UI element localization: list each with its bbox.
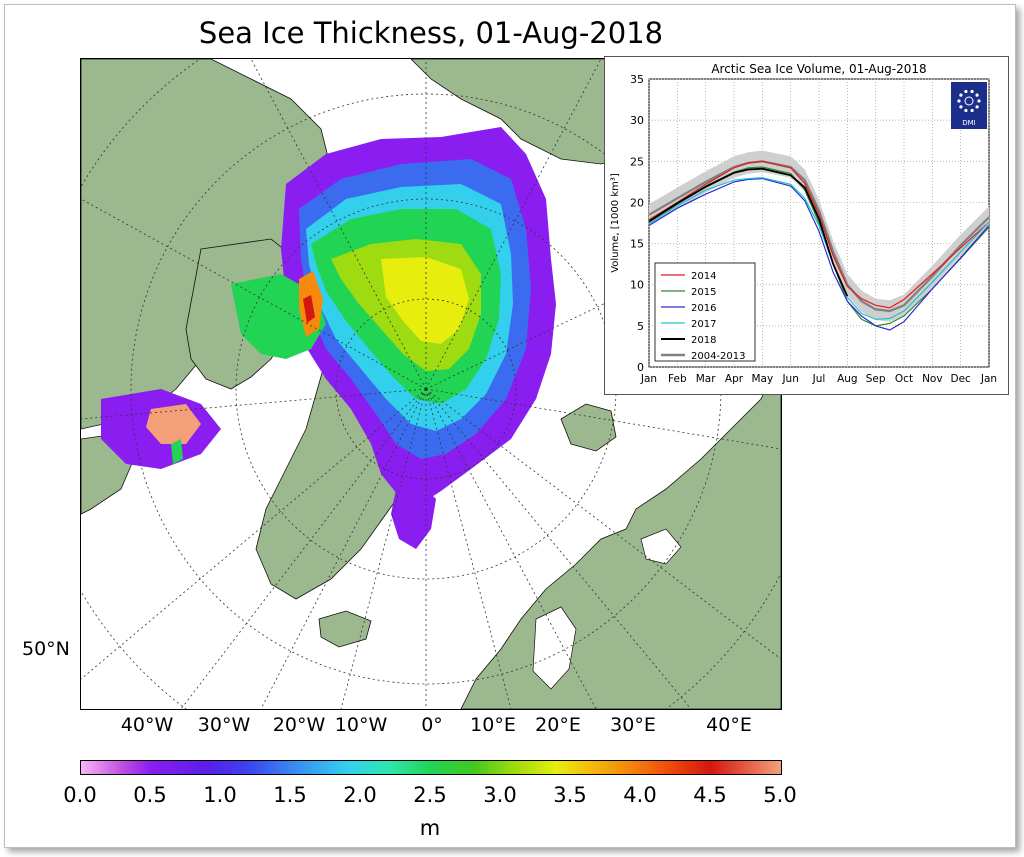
lon-label: 20°E: [535, 714, 581, 736]
x-tick-label: Feb: [668, 373, 687, 385]
colorbar-tick-label: 2.0: [343, 783, 377, 807]
ice-east-green: [171, 439, 183, 464]
sea-ice: [101, 127, 556, 549]
dmi-logo-star: [957, 99, 961, 103]
x-tick-label: Apr: [725, 373, 744, 385]
ice-hudson-orange: [146, 404, 201, 444]
y-tick-label: 0: [637, 361, 644, 374]
lon-label: 30°W: [197, 714, 251, 736]
ocean-baltic: [532, 606, 577, 690]
legend-label-2004-2013: 2004-2013: [691, 351, 746, 362]
x-tick-label: Dec: [951, 373, 972, 385]
y-tick-label: 25: [630, 155, 644, 168]
x-tick-label: Nov: [922, 373, 943, 385]
volume-inset-panel: Arctic Sea Ice Volume, 01-Aug-2018 0 5 10 15…: [604, 56, 1009, 395]
dmi-logo-crown: [964, 96, 974, 106]
colorbar-tick-label: 4.5: [693, 783, 727, 807]
ice-fram-strait: [391, 484, 436, 549]
lon-label: 20°W: [272, 714, 326, 736]
land-iceland: [318, 610, 372, 648]
y-tick-label: 35: [630, 73, 644, 86]
dmi-logo-star: [975, 105, 979, 109]
x-tick-label: Aug: [837, 373, 858, 385]
y-tick-label: 15: [630, 238, 644, 251]
x-tick-label: Sep: [866, 373, 886, 385]
y-tick-label: 5: [637, 320, 644, 333]
dmi-logo-star: [977, 99, 981, 103]
x-tick-label: Jan: [980, 373, 997, 385]
colorbar: [80, 760, 782, 775]
chart-title: Arctic Sea Ice Volume, 01-Aug-2018: [711, 62, 926, 76]
series-line-2014: [648, 160, 990, 309]
legend-box: [654, 262, 756, 362]
colorbar-tick-label: 0.5: [133, 783, 167, 807]
lon-label: 40°W: [120, 714, 174, 736]
legend-label-2014: 2014: [691, 271, 716, 282]
colorbar-tick-label: 2.5: [413, 783, 447, 807]
colorbar-tick-label: 3.0: [483, 783, 517, 807]
dmi-logo-star: [964, 89, 968, 94]
colorbar-tick-label: 4.0: [623, 783, 657, 807]
lon-label: 10°W: [334, 714, 388, 736]
ice-thick-red: [303, 295, 315, 323]
legend-label-2018: 2018: [691, 335, 716, 346]
colorbar-tick-label: 1.5: [273, 783, 307, 807]
map-title: Sea Ice Thickness, 01-Aug-2018: [198, 16, 664, 50]
dmi-logo-star: [959, 93, 963, 97]
dmi-logo-text: DMI: [962, 119, 976, 127]
volume-chart: Arctic Sea Ice Volume, 01-Aug-2018 0 5 10 15…: [610, 62, 997, 385]
lon-label: 30°E: [610, 714, 656, 736]
lon-label: 40°E: [706, 714, 752, 736]
colorbar-unit: m: [419, 816, 441, 840]
dmi-logo: DMI: [951, 82, 987, 129]
lon-label: 0°: [421, 714, 443, 736]
colorbar-tick-label: 0.0: [63, 783, 97, 807]
x-tick-label: Jun: [781, 373, 798, 385]
dmi-logo-star: [970, 108, 974, 113]
legend-label-2016: 2016: [691, 303, 716, 314]
series-line-2016: [648, 177, 990, 331]
legend-label-2015: 2015: [691, 287, 716, 298]
series-line-2004-2013: [648, 160, 990, 313]
y-axis-label: Volume, [1000 km³]: [610, 173, 621, 273]
land-svalbard: [560, 403, 617, 452]
dmi-logo-star: [964, 108, 968, 113]
x-tick-label: Jan: [640, 373, 657, 385]
y-tick-label: 10: [630, 279, 644, 292]
dmi-logo-star: [975, 93, 979, 97]
colorbar-tick-label: 1.0: [203, 783, 237, 807]
dmi-logo-star: [959, 105, 963, 109]
colorbar-tick-label: 5.0: [763, 783, 797, 807]
x-tick-label: Jul: [812, 373, 826, 385]
arctic-map: [80, 58, 782, 710]
series-line-2017: [648, 177, 990, 320]
x-tick-label: Oct: [895, 373, 913, 385]
ice-yellow: [381, 257, 469, 344]
y-tick-label: 20: [630, 196, 644, 209]
colorbar-tick-label: 3.5: [553, 783, 587, 807]
series-line-2018: [648, 167, 849, 297]
legend-label-2017: 2017: [691, 319, 716, 330]
x-tick-label: Mar: [696, 373, 716, 385]
x-tick-label: May: [751, 373, 773, 385]
lat-label-50n: 50°N: [22, 638, 70, 660]
dmi-logo-star: [970, 89, 974, 94]
lon-label: 10°E: [470, 714, 516, 736]
y-tick-label: 30: [630, 114, 644, 127]
